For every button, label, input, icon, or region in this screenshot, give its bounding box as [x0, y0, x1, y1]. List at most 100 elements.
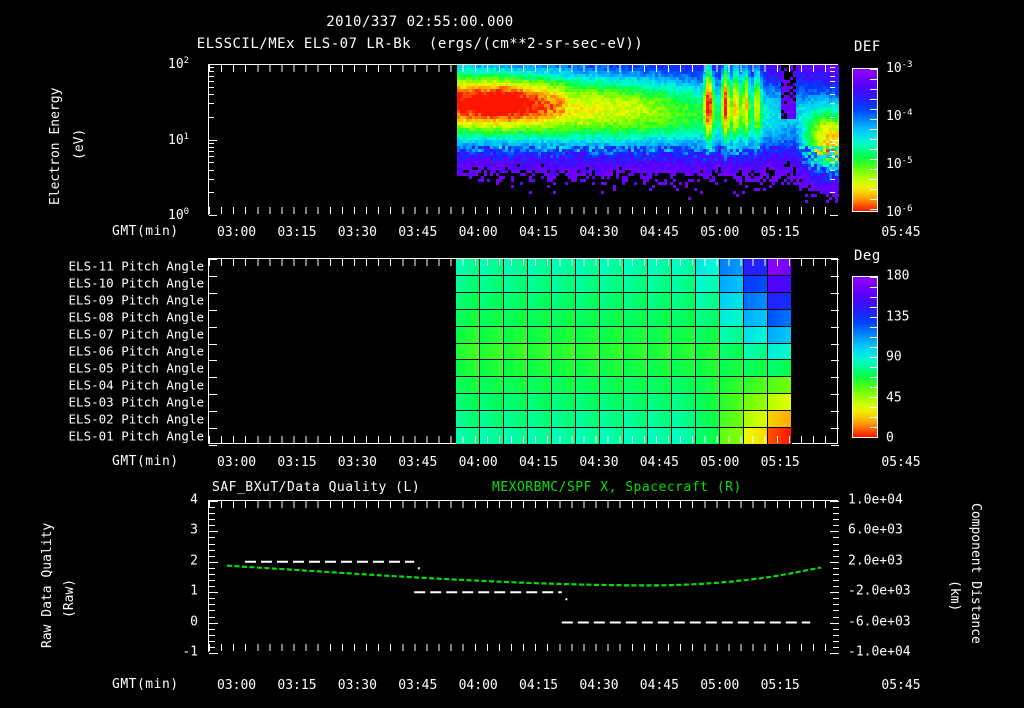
pitch-angle-cell	[696, 326, 720, 344]
top-panel-ylabel-units: (eV)	[72, 128, 87, 160]
bottom-panel-left-ytick-label: 3	[190, 522, 198, 538]
bottom-panel-ytick	[209, 555, 215, 557]
bottom-panel-ytick	[833, 598, 839, 600]
bottom-panel-ytick	[209, 573, 215, 575]
pitch-angle-cell	[768, 309, 792, 327]
pitch-angle-grid	[456, 259, 792, 445]
pitch-angle-cell	[504, 275, 528, 293]
xtick-label: 04:45	[639, 225, 679, 240]
pitch-angle-cell	[744, 275, 768, 293]
bottom-panel-ytick	[833, 604, 839, 606]
xtick-label: 03:00	[217, 225, 257, 240]
bottom-panel-ytick	[209, 531, 218, 533]
top-panel-ytick-label: 101	[168, 131, 190, 148]
bottom-panel-right-ytick-label: -2.0e+03	[848, 583, 911, 599]
xtick-label: 04:00	[458, 455, 498, 470]
pitch-angle-cell	[768, 394, 792, 412]
pitch-angle-cell	[600, 377, 624, 395]
pitch-angle-cell	[600, 309, 624, 327]
bottom-panel-ytick	[830, 622, 839, 624]
top-panel-ylabel: Electron Energy	[48, 87, 63, 205]
bottom-panel-ytick	[209, 604, 215, 606]
pitch-angle-cell	[576, 394, 600, 412]
pitch-angle-row-label: ELS-08 Pitch Angle	[68, 309, 204, 325]
pitch-angle-cell	[456, 360, 480, 378]
pitch-angle-cell	[576, 275, 600, 293]
top-panel-ytick	[830, 142, 835, 144]
mid-panel-ytick	[831, 445, 839, 446]
pitch-angle-cell	[528, 309, 552, 327]
top-panel-ytick	[830, 71, 835, 73]
pitch-angle-cell	[624, 309, 648, 327]
bottom-panel-left-ytick-label: 1	[190, 583, 198, 599]
deg-colorbar-label: 135	[886, 309, 910, 324]
pitch-angle-row-label: ELS-04 Pitch Angle	[68, 377, 204, 393]
bottom-panel-ytick	[209, 580, 215, 582]
top-panel-ytick	[830, 94, 835, 96]
pitch-angle-cell	[624, 343, 648, 361]
bottom-panel-ytick	[209, 549, 215, 551]
top-panel-xlabel: GMT(min)	[112, 224, 179, 239]
mid-panel-ytick	[209, 394, 217, 396]
mid-panel-ytick	[209, 377, 217, 379]
pitch-angle-cell	[456, 275, 480, 293]
top-panel-ytick	[209, 75, 214, 77]
mid-panel-xticks-bottom	[209, 436, 837, 443]
mid-panel-ytick	[831, 259, 839, 260]
pitch-angle-cell	[672, 343, 696, 361]
def-colorbar-title: DEF	[854, 39, 881, 55]
mid-panel-ytick	[831, 292, 839, 294]
bottom-panel-right-ytick-label: -1.0e+04	[848, 644, 911, 660]
top-panel-ytick	[830, 215, 838, 216]
mid-panel-xlabel: GMT(min)	[112, 454, 179, 469]
pitch-angle-cell	[576, 309, 600, 327]
mid-panel-ytick	[831, 377, 839, 379]
pitch-angle-row-label: ELS-07 Pitch Angle	[68, 326, 204, 342]
xtick-label: 03:15	[277, 678, 317, 693]
bottom-panel-ytick	[209, 634, 215, 636]
pitch-angle-cell	[600, 292, 624, 310]
bottom-panel-ytick	[209, 592, 218, 594]
pitch-angle-cell	[648, 292, 672, 310]
bottom-panel-ytick	[833, 580, 839, 582]
pitch-angle-cell	[504, 343, 528, 361]
pitch-angle-cell	[720, 309, 744, 327]
page-subtitle: ELSSCIL/MEx ELS-07 LR-Bk (ergs/(cm**2-sr…	[196, 36, 644, 52]
xtick-label: 04:45	[639, 678, 679, 693]
pitch-angle-cell	[648, 343, 672, 361]
pitch-angle-cell	[672, 377, 696, 395]
pitch-angle-cell	[480, 360, 504, 378]
bottom-panel-ytick	[209, 525, 215, 527]
xtick-label: 03:30	[337, 678, 377, 693]
top-panel-ytick	[209, 142, 214, 144]
mid-panel-ytick	[209, 445, 217, 446]
mid-panel-ytick	[831, 343, 839, 345]
bottom-panel-ytick	[833, 543, 839, 545]
top-panel-ytick	[209, 151, 214, 153]
mid-panel-ytick	[209, 292, 217, 294]
xtick-label: 05:45	[881, 455, 921, 470]
bottom-panel-xlabel: GMT(min)	[112, 677, 179, 692]
bottom-panel-left-ytick-label: -1	[182, 644, 198, 660]
deg-colorbar-label: 180	[886, 268, 910, 284]
top-panel-ytick	[830, 146, 835, 148]
pitch-angle-cell	[504, 309, 528, 327]
bottom-panel-ytick	[209, 501, 218, 502]
pitch-angle-cell	[504, 377, 528, 395]
pitch-angle-cell	[576, 292, 600, 310]
top-panel-ytick	[830, 192, 835, 194]
top-panel-ytick	[830, 139, 838, 141]
pitch-angle-cell	[720, 377, 744, 395]
bottom-panel-ytick	[209, 622, 218, 624]
top-panel-ytick	[209, 146, 214, 148]
mid-panel-ytick	[831, 326, 839, 328]
top-panel-ytick	[209, 80, 214, 82]
pitch-angle-cell	[720, 292, 744, 310]
pitch-angle-cell	[552, 360, 576, 378]
pitch-angle-cell	[600, 411, 624, 429]
pitch-angle-row-label: ELS-03 Pitch Angle	[68, 394, 204, 410]
top-panel-xticks-bottom	[209, 207, 837, 214]
top-panel-ytick	[209, 67, 214, 69]
bottom-panel-ytick	[833, 537, 839, 539]
top-panel-ytick	[830, 80, 835, 82]
